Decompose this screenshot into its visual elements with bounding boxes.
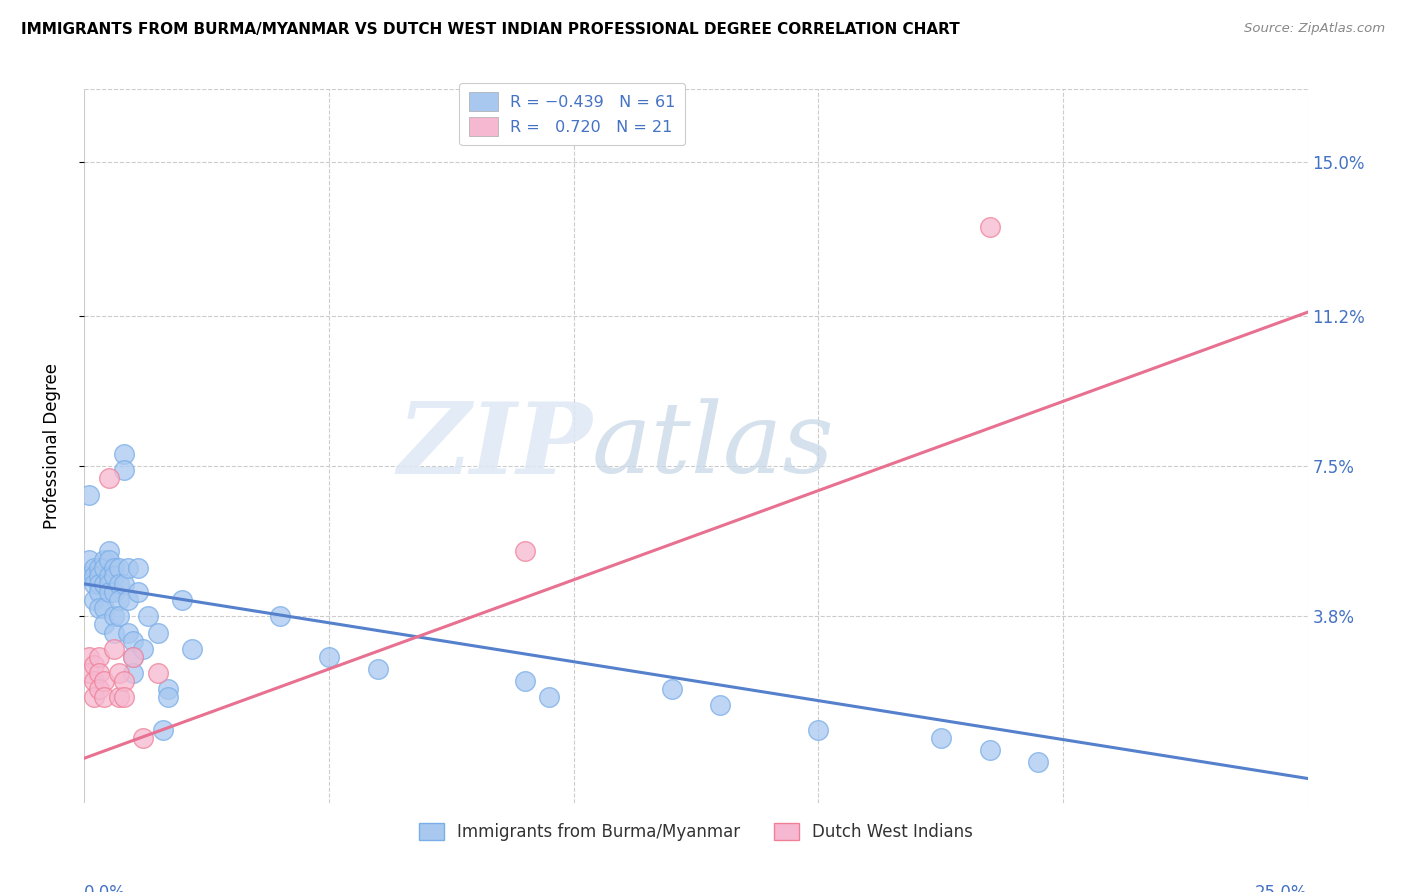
Point [156, 690, 179, 705]
Point [146, 666, 169, 681]
Point [117, 625, 139, 640]
Point [929, 731, 952, 745]
Point [367, 662, 389, 676]
Point [127, 560, 149, 574]
Point [77, 488, 100, 502]
Text: ZIP: ZIP [396, 398, 592, 494]
Point [87, 560, 110, 574]
Text: atlas: atlas [592, 399, 835, 493]
Point [117, 560, 139, 574]
Point [83, 674, 105, 689]
Point [146, 625, 169, 640]
Point [979, 743, 1001, 757]
Point [93, 577, 115, 591]
Point [122, 633, 145, 648]
Point [181, 641, 204, 656]
Point [112, 690, 135, 705]
Point [103, 585, 125, 599]
Point [107, 609, 129, 624]
Point [97, 544, 120, 558]
Point [107, 666, 129, 681]
Point [709, 698, 731, 713]
Point [269, 609, 291, 624]
Point [93, 617, 115, 632]
Point [107, 577, 129, 591]
Point [83, 560, 105, 574]
Point [97, 568, 120, 582]
Point [132, 641, 155, 656]
Point [87, 577, 110, 591]
Point [83, 568, 105, 582]
Point [103, 625, 125, 640]
Point [117, 593, 139, 607]
Point [103, 641, 125, 656]
Text: Source: ZipAtlas.com: Source: ZipAtlas.com [1244, 22, 1385, 36]
Point [87, 568, 110, 582]
Point [136, 609, 159, 624]
Point [318, 649, 340, 664]
Point [112, 463, 135, 477]
Point [77, 666, 100, 681]
Point [538, 690, 561, 705]
Point [103, 568, 125, 582]
Point [132, 731, 155, 745]
Point [122, 649, 145, 664]
Point [122, 649, 145, 664]
Legend: Immigrants from Burma/Myanmar, Dutch West Indians: Immigrants from Burma/Myanmar, Dutch Wes… [412, 816, 980, 848]
Point [87, 649, 110, 664]
Point [83, 690, 105, 705]
Point [1028, 756, 1050, 770]
Text: 25.0%: 25.0% [1256, 884, 1308, 892]
Point [87, 682, 110, 697]
Y-axis label: Professional Degree: Professional Degree [42, 363, 60, 529]
Point [93, 690, 115, 705]
Point [112, 577, 135, 591]
Point [83, 577, 105, 591]
Point [77, 649, 100, 664]
Point [513, 674, 536, 689]
Point [93, 560, 115, 574]
Point [513, 544, 536, 558]
Point [87, 601, 110, 615]
Point [87, 585, 110, 599]
Point [77, 552, 100, 566]
Point [93, 674, 115, 689]
Point [77, 568, 100, 582]
Point [83, 657, 105, 672]
Point [87, 666, 110, 681]
Point [172, 593, 194, 607]
Point [97, 577, 120, 591]
Point [112, 447, 135, 461]
Point [127, 585, 149, 599]
Point [107, 690, 129, 705]
Point [661, 682, 683, 697]
Point [97, 552, 120, 566]
Point [103, 560, 125, 574]
Point [93, 552, 115, 566]
Point [152, 723, 174, 737]
Point [97, 471, 120, 485]
Point [103, 609, 125, 624]
Point [107, 560, 129, 574]
Point [107, 593, 129, 607]
Text: 0.0%: 0.0% [84, 884, 127, 892]
Point [122, 666, 145, 681]
Point [807, 723, 830, 737]
Point [156, 682, 179, 697]
Text: IMMIGRANTS FROM BURMA/MYANMAR VS DUTCH WEST INDIAN PROFESSIONAL DEGREE CORRELATI: IMMIGRANTS FROM BURMA/MYANMAR VS DUTCH W… [21, 22, 960, 37]
Point [93, 601, 115, 615]
Point [97, 585, 120, 599]
Point [83, 593, 105, 607]
Point [979, 220, 1001, 235]
Point [112, 674, 135, 689]
